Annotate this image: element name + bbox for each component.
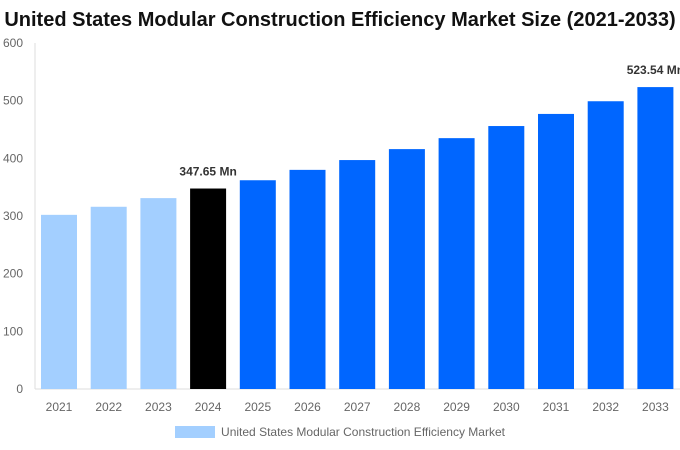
bar-2030 [488, 126, 525, 389]
x-tick-label: 2022 [95, 400, 122, 414]
x-tick-label: 2026 [294, 400, 321, 414]
bar-2022 [90, 206, 127, 389]
data-label: 523.54 Mn [627, 63, 680, 77]
y-tick-label: 600 [3, 36, 23, 50]
x-tick-label: 2033 [642, 400, 669, 414]
bar-2023 [140, 198, 177, 389]
y-tick-label: 500 [3, 94, 23, 108]
y-tick-label: 200 [3, 267, 23, 281]
x-tick-label: 2029 [443, 400, 470, 414]
bar-2031 [538, 113, 574, 390]
x-tick-label: 2024 [195, 400, 222, 414]
bar-2026 [289, 169, 326, 389]
bar-2025 [239, 180, 276, 389]
x-tick-label: 2025 [244, 400, 271, 414]
x-tick-label: 2032 [592, 400, 619, 414]
bar-2021 [41, 214, 77, 389]
y-tick-label: 400 [3, 151, 23, 165]
bar-2033 [637, 87, 674, 390]
bar-2024 [190, 188, 227, 389]
chart-title: United States Modular Construction Effic… [4, 9, 676, 31]
x-tick-label: 2031 [543, 400, 570, 414]
y-tick-label: 0 [16, 382, 23, 396]
bar-2029 [438, 138, 475, 389]
x-tick-label: 2021 [46, 400, 73, 414]
legend-label: United States Modular Construction Effic… [221, 425, 505, 439]
bar-2032 [587, 101, 624, 389]
bar-2027 [339, 160, 376, 389]
x-tick-label: 2028 [394, 400, 421, 414]
x-tick-label: 2023 [145, 400, 172, 414]
bar-2028 [388, 149, 425, 389]
y-tick-label: 100 [3, 324, 23, 338]
legend: United States Modular Construction Effic… [0, 425, 680, 439]
x-tick-label: 2027 [344, 400, 371, 414]
legend-swatch [175, 426, 216, 438]
y-tick-label: 300 [3, 209, 23, 223]
x-tick-label: 2030 [493, 400, 520, 414]
data-label: 347.65 Mn [179, 165, 236, 179]
